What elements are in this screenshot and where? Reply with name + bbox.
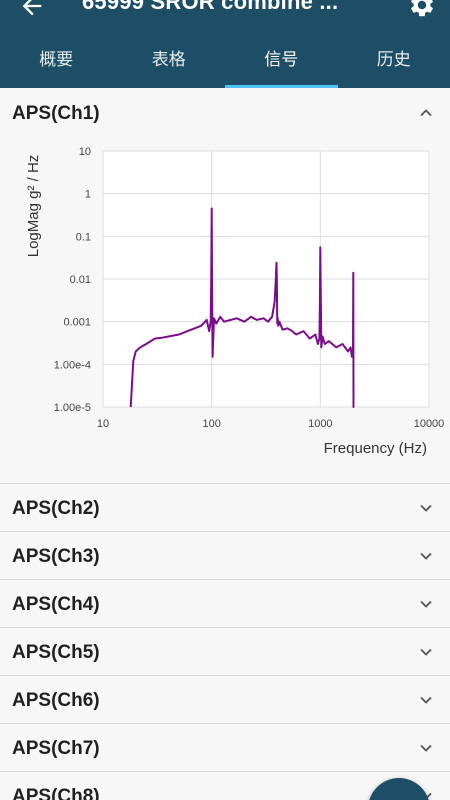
y-tick-label: 0.001 [63, 317, 91, 329]
panel-title: APS(Ch4) [12, 594, 100, 615]
tab-label: 信号 [264, 50, 299, 70]
panel-header-aps-ch3[interactable]: APS(Ch3) [0, 532, 450, 579]
tab-indicator [225, 85, 338, 88]
panel-header-aps-ch4[interactable]: APS(Ch4) [0, 580, 450, 627]
aps-chart-svg: 10 1 0.1 0.01 0.001 1.00e-4 1.00e-5 10 100 1000 10… [25, 146, 445, 457]
tab-label: 表格 [151, 50, 186, 70]
panel-title: APS(Ch6) [12, 690, 100, 711]
panel-title: APS(Ch3) [12, 546, 100, 567]
tab-history[interactable]: 历史 [338, 34, 450, 88]
x-tick-label: 1000 [308, 418, 332, 430]
x-tick-label: 100 [202, 418, 220, 430]
floating-action-button[interactable] [368, 778, 430, 800]
panel-header-aps-ch2[interactable]: APS(Ch2) [0, 484, 450, 531]
chevron-down-icon[interactable] [416, 498, 436, 518]
panel-header-aps-ch6[interactable]: APS(Ch6) [0, 676, 450, 723]
tab-overview[interactable]: 概要 [0, 34, 113, 88]
tab-bar: 概要 表格 信号 历史 [0, 34, 450, 88]
aps-series-line [129, 207, 355, 408]
panel-title: APS(Ch2) [12, 498, 100, 519]
y-tick-label: 1.00e-5 [54, 402, 91, 414]
panel-aps-ch5[interactable]: APS(Ch5) [0, 628, 450, 676]
panel-title: APS(Ch8) [12, 786, 100, 800]
x-axis-label: Frequency (Hz) [324, 440, 427, 457]
panel-aps-ch3[interactable]: APS(Ch3) [0, 532, 450, 580]
gear-icon[interactable] [408, 0, 436, 19]
panel-aps-ch6[interactable]: APS(Ch6) [0, 676, 450, 724]
x-tick-label: 10 [97, 418, 109, 430]
y-axis-label: LogMag g² / Hz [25, 155, 42, 258]
chevron-down-icon[interactable] [416, 690, 436, 710]
chevron-down-icon[interactable] [416, 642, 436, 662]
app-bar: 65999 SROR combine ... 概要 表格 信号 历史 [0, 0, 450, 88]
panel-header-aps-ch5[interactable]: APS(Ch5) [0, 628, 450, 675]
panel-title: APS(Ch1) [12, 103, 100, 124]
y-tick-label: 1 [85, 189, 91, 201]
tab-signal[interactable]: 信号 [225, 34, 338, 88]
y-tick-label: 10 [79, 146, 91, 158]
panel-header-aps-ch1[interactable]: APS(Ch1) [0, 89, 450, 136]
panel-aps-ch4[interactable]: APS(Ch4) [0, 580, 450, 628]
chevron-up-icon[interactable] [416, 103, 436, 123]
x-tick-label: 10000 [414, 418, 445, 430]
y-tick-label: 1.00e-4 [54, 359, 91, 371]
arrow-back-icon[interactable] [18, 0, 46, 20]
aps-chart: 10 1 0.1 0.01 0.001 1.00e-4 1.00e-5 10 100 1000 10… [0, 136, 450, 484]
title-row: 65999 SROR combine ... [0, 0, 450, 34]
chevron-down-icon[interactable] [416, 594, 436, 614]
chevron-down-icon[interactable] [416, 546, 436, 566]
app-title: 65999 SROR combine ... [82, 0, 339, 14]
chevron-down-icon[interactable] [416, 738, 436, 758]
panel-title: APS(Ch7) [12, 738, 100, 759]
tab-label: 概要 [39, 50, 74, 70]
panel-aps-ch2[interactable]: APS(Ch2) [0, 484, 450, 532]
panel-title: APS(Ch5) [12, 642, 100, 663]
tab-label: 历史 [376, 50, 411, 70]
panel-aps-ch7[interactable]: APS(Ch7) [0, 724, 450, 772]
y-tick-label: 0.1 [76, 231, 91, 243]
panel-aps-ch1: APS(Ch1) 10 1 0.1 0.01 0.001 1.00e-4 1.00e-5 10… [0, 89, 450, 484]
y-tick-label: 0.01 [70, 274, 91, 286]
tab-table[interactable]: 表格 [113, 34, 226, 88]
panel-header-aps-ch7[interactable]: APS(Ch7) [0, 724, 450, 771]
